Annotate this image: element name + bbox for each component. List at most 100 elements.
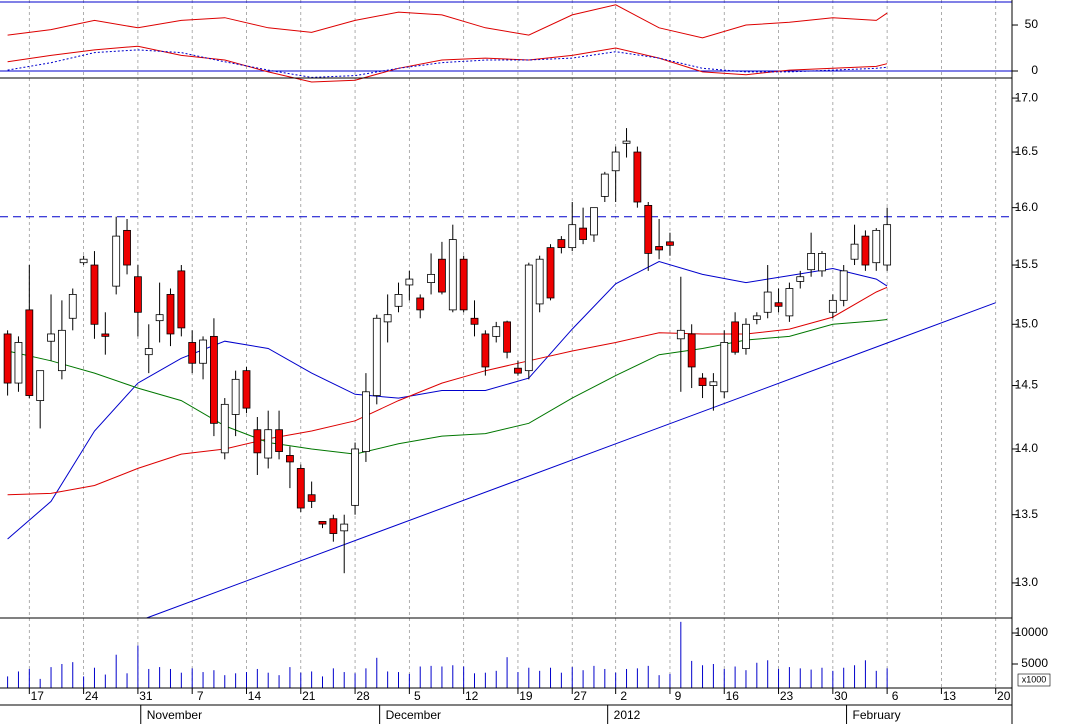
candle-body — [687, 333, 696, 368]
x-tick-label: 5 — [414, 689, 421, 703]
x-tick-label: 6 — [892, 689, 899, 703]
candle-body — [307, 494, 316, 502]
candle-body — [807, 253, 816, 271]
x-tick-label: 24 — [85, 689, 99, 703]
y-tick-label: 5000 — [1021, 656, 1048, 670]
candle-body — [427, 273, 435, 284]
candle-body — [470, 317, 479, 325]
candle-body — [25, 309, 34, 396]
candle-body — [134, 276, 142, 313]
y-tick-label: 0 — [1031, 63, 1038, 77]
candle-body — [731, 321, 740, 353]
trend-line — [146, 302, 996, 619]
candle-body — [405, 278, 414, 286]
month-label: December — [386, 708, 441, 722]
candle-body — [828, 299, 837, 313]
candle-body — [123, 229, 131, 266]
candle-body — [79, 258, 88, 264]
candle-body — [188, 342, 197, 364]
candle-body — [275, 429, 283, 452]
candle-body — [818, 253, 826, 272]
candle-body — [242, 370, 251, 409]
candle-body — [362, 391, 370, 452]
candle-body — [785, 288, 794, 317]
x-tick-label: 7 — [197, 689, 204, 703]
candle-body — [698, 377, 707, 386]
candle-body — [296, 468, 305, 509]
candle-body — [535, 258, 544, 305]
x-tick-label: 27 — [574, 689, 588, 703]
candle-body — [340, 523, 349, 532]
candle-body — [394, 294, 403, 307]
x-tick-label: 21 — [302, 689, 316, 703]
plot — [0, 1, 1012, 688]
candle-body — [416, 297, 425, 311]
oscillator-line — [7, 4, 888, 39]
candle-body — [253, 429, 262, 454]
candle-body — [709, 381, 718, 386]
y-tick-label: 15.0 — [1015, 316, 1039, 330]
y-tick-label: 16.0 — [1015, 200, 1039, 214]
month-label: February — [853, 708, 901, 722]
x-tick-label: 14 — [248, 689, 262, 703]
y-tick-label: 14.0 — [1015, 441, 1039, 455]
x-tick-label: 28 — [356, 689, 370, 703]
candle-body — [14, 342, 23, 384]
candle-body — [372, 317, 381, 396]
x-tick-label: 13 — [943, 689, 957, 703]
x-tick-label: 12 — [465, 689, 479, 703]
candle-body — [231, 378, 240, 415]
x-tick-label: 2 — [620, 689, 627, 703]
candle-body — [448, 239, 457, 311]
candle-body — [600, 173, 609, 197]
candle-body — [611, 151, 620, 172]
y-tick-label: 50 — [1025, 17, 1039, 31]
candle-body — [177, 270, 186, 329]
candle-body — [383, 314, 392, 323]
candle-body — [220, 403, 229, 454]
x-tick-label: 19 — [519, 689, 533, 703]
unit-box — [1017, 673, 1051, 687]
candle-body — [101, 333, 110, 337]
candle-body — [329, 518, 338, 534]
candle-body — [144, 348, 153, 356]
candle-body — [514, 367, 522, 374]
candle-body — [839, 270, 848, 301]
candle-body — [861, 235, 870, 266]
y-tick-label: 15.5 — [1015, 257, 1039, 271]
candle-body — [68, 294, 77, 319]
volume-unit: x1000 — [1022, 674, 1047, 684]
y-tick-label: 13.0 — [1015, 575, 1039, 589]
candle-body — [590, 207, 598, 236]
candle-body — [481, 333, 490, 368]
candle-body — [438, 258, 446, 293]
candle-body — [720, 342, 729, 393]
grid — [28, 0, 997, 688]
month-label: November — [147, 708, 202, 722]
candle-body — [774, 302, 783, 307]
candle-body — [666, 241, 674, 246]
candle-body — [166, 294, 175, 335]
candle-body — [3, 333, 12, 384]
candle-body — [36, 370, 45, 401]
candle-body — [742, 323, 750, 349]
x-tick-label: 30 — [834, 689, 848, 703]
x-tick-label: 23 — [780, 689, 794, 703]
candle-body — [796, 276, 805, 282]
x-tick-label: 9 — [675, 689, 682, 703]
candle-body — [676, 329, 685, 340]
y-tick-label: 10000 — [1015, 625, 1049, 639]
candle-body — [579, 227, 587, 240]
candle-body — [264, 429, 273, 459]
moving-average — [7, 319, 888, 455]
candle-body — [524, 264, 533, 372]
candle-body — [883, 224, 892, 266]
candle-body — [57, 329, 66, 372]
y-tick-label: 13.5 — [1015, 507, 1039, 521]
candle-body — [459, 258, 468, 311]
x-tick-label: 31 — [139, 689, 153, 703]
candle-body — [872, 229, 881, 264]
